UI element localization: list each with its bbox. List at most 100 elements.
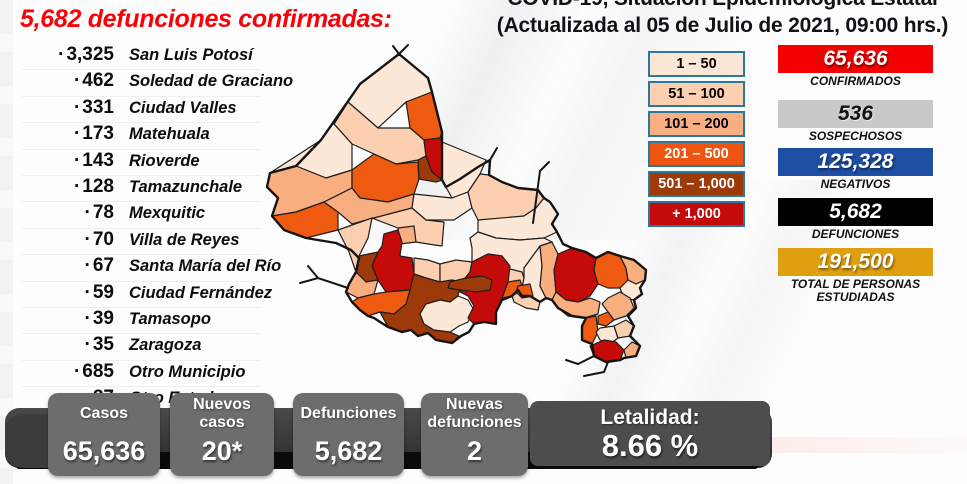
- death-count: 39: [92, 307, 114, 329]
- municipality-name: Tamasopo: [129, 309, 211, 328]
- map-region: [601, 291, 635, 321]
- municipality-name: Ciudad Valles: [129, 98, 237, 117]
- title-line-2: (Actualizada al 05 de Julio de 2021, 09:…: [496, 14, 949, 37]
- municipality-name: Villa de Reyes: [129, 230, 240, 249]
- bullet: ·: [73, 149, 81, 171]
- summary-box-nuevos-casos: Nuevos casos 20*: [170, 393, 274, 476]
- slp-choropleth-map: [265, 44, 648, 377]
- stat-label: NEGATIVOS: [820, 177, 891, 191]
- death-count: 685: [82, 360, 114, 382]
- municipality-name: Santa María del Río: [129, 257, 282, 276]
- page-title: COVID-19, Situación Epidemiológica Estat…: [478, 0, 967, 39]
- municipality-row: · 462 Soledad de Graciano: [22, 70, 293, 97]
- death-count: 462: [82, 70, 114, 92]
- summary-box-value: 2: [466, 436, 483, 466]
- death-count: 173: [82, 123, 114, 145]
- legend-item: 51 – 100: [648, 81, 745, 107]
- stat-value: 5,682: [778, 198, 933, 226]
- summary-box-value: 20*: [201, 436, 243, 466]
- legend-item: 201 – 500: [648, 141, 745, 167]
- bullet: ·: [84, 334, 91, 356]
- map-border-stub: [392, 44, 409, 56]
- legend-item: 1 – 50: [648, 51, 745, 77]
- municipality-row: · 59 Ciudad Fernández: [22, 281, 272, 308]
- map-border-stub: [565, 355, 595, 366]
- municipality-name: Zaragoza: [129, 336, 202, 355]
- stat-value: 191,500: [778, 248, 933, 276]
- municipality-row: · 70 Villa de Reyes: [22, 228, 260, 256]
- stat-value: 125,328: [778, 148, 933, 176]
- map-border-stub: [532, 161, 550, 224]
- summary-box-label: Defunciones: [300, 405, 397, 422]
- map-region: [345, 271, 379, 299]
- municipality-name: Tamazunchale: [129, 177, 243, 196]
- lethality-box: Letalidad: 8.66 %: [530, 401, 770, 466]
- summary-box-nuevas-defunciones: Nuevas defunciones 2: [421, 393, 528, 476]
- bullet: ·: [84, 228, 91, 250]
- stat-negativos: 125,328 NEGATIVOS: [778, 148, 933, 191]
- map-border-stub: [299, 265, 349, 289]
- map-border-stub: [583, 361, 609, 377]
- lethality-label: Letalidad:: [600, 405, 700, 429]
- municipality-name: Soledad de Graciano: [129, 72, 294, 91]
- death-count: 143: [82, 149, 114, 171]
- death-count: 70: [92, 228, 114, 250]
- death-count: 128: [82, 175, 114, 197]
- municipality-name: Rioverde: [129, 151, 200, 170]
- deaths-heading: 5,682 defunciones confirmadas:: [20, 5, 392, 33]
- stat-label: SOSPECHOSOS: [808, 129, 903, 143]
- bullet: ·: [73, 123, 81, 145]
- bullet: ·: [73, 96, 81, 118]
- bullet: ·: [73, 70, 81, 92]
- bullet: ·: [73, 175, 81, 197]
- bullet: ·: [84, 307, 91, 329]
- stat-defunciones: 5,682 DEFUNCIONES: [778, 198, 933, 241]
- stat-value: 536: [778, 100, 933, 128]
- stat-confirmados: 65,636 CONFIRMADOS: [778, 45, 933, 88]
- deaths-by-municipality-list: · 3,325 San Luis Potosí · 462 Soledad de Gra…: [22, 44, 293, 414]
- map-region: [589, 339, 625, 363]
- summary-box-defunciones: Defunciones 5,682: [293, 393, 404, 476]
- bullet: ·: [73, 360, 81, 382]
- death-count: 78: [92, 202, 114, 224]
- legend-item: 501 – 1,000: [648, 171, 745, 197]
- title-line-1: COVID-19, Situación Epidemiológica Estat…: [478, 0, 967, 12]
- lethality-value: 8.66 %: [601, 427, 699, 463]
- municipality-row: · 331 Ciudad Valles: [22, 96, 260, 124]
- map-region: [447, 275, 493, 293]
- municipality-row: · 128 Tamazunchale: [22, 175, 260, 203]
- municipality-row: · 3,325 San Luis Potosí: [22, 44, 260, 71]
- map-region: [597, 311, 615, 327]
- summary-box-casos: Casos 65,636: [48, 393, 160, 476]
- death-count: 59: [92, 281, 114, 303]
- municipality-row: · 173 Matehuala: [22, 123, 260, 150]
- death-count: 3,325: [66, 44, 114, 65]
- legend-item: + 1,000: [648, 201, 745, 227]
- municipality-name: Matehuala: [129, 125, 210, 144]
- municipality-row: · 78 Mexquitic: [22, 202, 260, 229]
- stat-value: 65,636: [778, 45, 933, 73]
- bullet: ·: [58, 44, 65, 65]
- summary-box-label: Casos: [79, 405, 129, 422]
- state-outline: [265, 52, 648, 364]
- summary-box-label: Nuevos casos: [193, 396, 251, 431]
- municipality-name: Otro Municipio: [129, 362, 246, 381]
- legend-item: 101 – 200: [648, 111, 745, 137]
- stat-label: DEFUNCIONES: [811, 227, 900, 241]
- bullet: ·: [84, 281, 91, 303]
- stat-sospechosos: 536 SOSPECHOSOS: [778, 100, 933, 143]
- municipality-row: · 35 Zaragoza: [22, 334, 260, 361]
- municipality-name: Mexquitic: [129, 204, 206, 223]
- municipality-name: San Luis Potosí: [129, 46, 253, 64]
- stat-total-estudiadas: 191,500 TOTAL DE PERSONAS ESTUDIADAS: [778, 248, 933, 304]
- stat-label: CONFIRMADOS: [810, 74, 901, 88]
- bullet: ·: [84, 255, 91, 277]
- bullet: ·: [84, 202, 91, 224]
- municipality-row: · 67 Santa María del Río: [22, 255, 281, 282]
- death-count: 67: [92, 255, 114, 277]
- municipality-row: · 39 Tamasopo: [22, 307, 260, 335]
- municipality-row: · 143 Rioverde: [22, 150, 260, 176]
- municipality-row: · 685 Otro Municipio: [22, 360, 260, 388]
- death-count: 35: [92, 334, 114, 356]
